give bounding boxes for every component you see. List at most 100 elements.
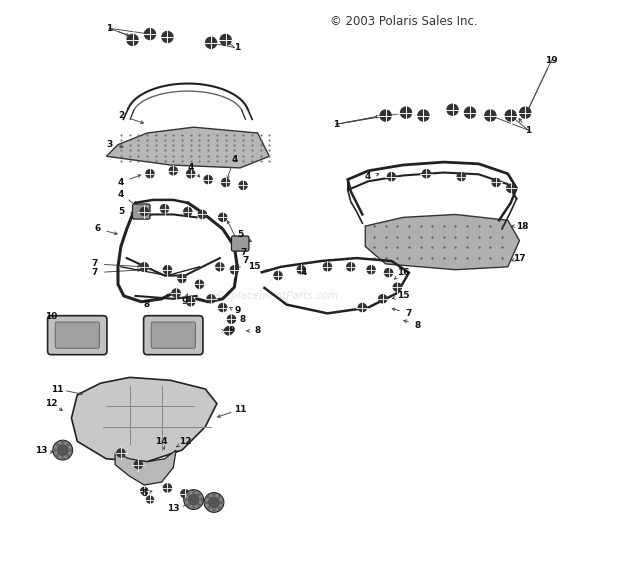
Text: 5: 5 bbox=[237, 230, 243, 239]
Circle shape bbox=[53, 440, 73, 460]
Circle shape bbox=[187, 170, 195, 178]
Circle shape bbox=[485, 110, 496, 121]
Circle shape bbox=[67, 454, 69, 456]
Circle shape bbox=[208, 497, 219, 508]
Circle shape bbox=[69, 449, 72, 451]
Text: 9: 9 bbox=[182, 297, 188, 306]
Circle shape bbox=[204, 175, 212, 183]
Text: 12: 12 bbox=[45, 399, 57, 408]
Text: 1: 1 bbox=[106, 24, 112, 33]
Circle shape bbox=[274, 271, 282, 280]
Circle shape bbox=[140, 263, 148, 271]
Circle shape bbox=[388, 172, 396, 180]
Text: 12: 12 bbox=[179, 437, 191, 446]
Text: 8: 8 bbox=[415, 321, 421, 329]
Circle shape bbox=[218, 507, 221, 509]
Circle shape bbox=[135, 461, 143, 469]
Text: 1: 1 bbox=[234, 43, 241, 52]
Circle shape bbox=[185, 498, 187, 501]
Circle shape bbox=[61, 441, 64, 444]
Circle shape bbox=[184, 490, 203, 509]
Text: 1: 1 bbox=[525, 125, 531, 135]
Text: 14: 14 bbox=[156, 437, 168, 446]
Circle shape bbox=[200, 498, 203, 501]
Circle shape bbox=[188, 494, 199, 505]
Text: 1: 1 bbox=[333, 120, 339, 129]
Text: 19: 19 bbox=[545, 56, 558, 65]
Circle shape bbox=[239, 181, 247, 189]
Circle shape bbox=[393, 283, 401, 291]
Circle shape bbox=[505, 110, 516, 121]
Circle shape bbox=[367, 265, 375, 274]
Circle shape bbox=[297, 265, 305, 274]
Circle shape bbox=[61, 456, 64, 459]
Text: 8: 8 bbox=[240, 315, 246, 323]
Text: 10: 10 bbox=[45, 312, 57, 321]
Polygon shape bbox=[107, 127, 269, 168]
Circle shape bbox=[492, 178, 500, 186]
Polygon shape bbox=[365, 214, 520, 270]
Circle shape bbox=[184, 207, 192, 216]
Text: 7: 7 bbox=[405, 309, 412, 318]
Circle shape bbox=[219, 213, 227, 222]
Text: 13: 13 bbox=[167, 504, 180, 513]
Circle shape bbox=[221, 501, 223, 503]
FancyBboxPatch shape bbox=[231, 236, 249, 251]
Text: 17: 17 bbox=[513, 254, 526, 263]
Text: eReplacementParts.com: eReplacementParts.com bbox=[211, 291, 339, 301]
Circle shape bbox=[358, 304, 366, 312]
FancyBboxPatch shape bbox=[48, 316, 107, 355]
Circle shape bbox=[198, 210, 206, 219]
Circle shape bbox=[195, 280, 203, 288]
Text: 4: 4 bbox=[118, 178, 124, 187]
Circle shape bbox=[457, 172, 466, 180]
Circle shape bbox=[464, 107, 476, 118]
Circle shape bbox=[213, 493, 215, 496]
Circle shape bbox=[127, 35, 138, 46]
Circle shape bbox=[140, 207, 148, 216]
Text: 15: 15 bbox=[249, 263, 261, 271]
Circle shape bbox=[146, 170, 154, 178]
Circle shape bbox=[144, 29, 156, 40]
Circle shape bbox=[178, 274, 186, 282]
Circle shape bbox=[204, 493, 224, 512]
Circle shape bbox=[207, 295, 215, 303]
Circle shape bbox=[169, 167, 177, 175]
Circle shape bbox=[161, 205, 169, 213]
Circle shape bbox=[207, 507, 210, 509]
Circle shape bbox=[384, 268, 392, 277]
Polygon shape bbox=[71, 377, 217, 462]
Circle shape bbox=[187, 298, 195, 306]
Text: 9: 9 bbox=[228, 326, 234, 335]
Text: 7: 7 bbox=[92, 268, 98, 277]
Circle shape bbox=[230, 265, 239, 274]
Circle shape bbox=[221, 178, 229, 186]
Text: 13: 13 bbox=[35, 445, 48, 455]
Circle shape bbox=[198, 504, 200, 506]
Circle shape bbox=[207, 496, 210, 498]
Text: 4: 4 bbox=[118, 190, 124, 199]
Circle shape bbox=[54, 449, 56, 451]
Circle shape bbox=[117, 449, 125, 457]
Circle shape bbox=[379, 295, 387, 303]
Circle shape bbox=[418, 110, 429, 121]
FancyBboxPatch shape bbox=[133, 204, 150, 219]
Text: 8: 8 bbox=[144, 300, 150, 309]
Circle shape bbox=[57, 445, 68, 455]
Circle shape bbox=[56, 454, 58, 456]
Text: 7: 7 bbox=[92, 260, 98, 268]
Circle shape bbox=[172, 289, 180, 297]
Text: © 2003 Polaris Sales Inc.: © 2003 Polaris Sales Inc. bbox=[330, 15, 478, 28]
FancyBboxPatch shape bbox=[55, 322, 99, 348]
Circle shape bbox=[347, 263, 355, 271]
Circle shape bbox=[141, 488, 148, 495]
Text: 9: 9 bbox=[234, 306, 241, 315]
Text: 4: 4 bbox=[365, 172, 371, 181]
Text: 4: 4 bbox=[187, 163, 194, 172]
Circle shape bbox=[224, 327, 232, 335]
Circle shape bbox=[164, 265, 172, 274]
Circle shape bbox=[146, 496, 154, 503]
Text: 15: 15 bbox=[397, 291, 409, 301]
Text: 8: 8 bbox=[254, 326, 261, 335]
Circle shape bbox=[187, 504, 189, 506]
